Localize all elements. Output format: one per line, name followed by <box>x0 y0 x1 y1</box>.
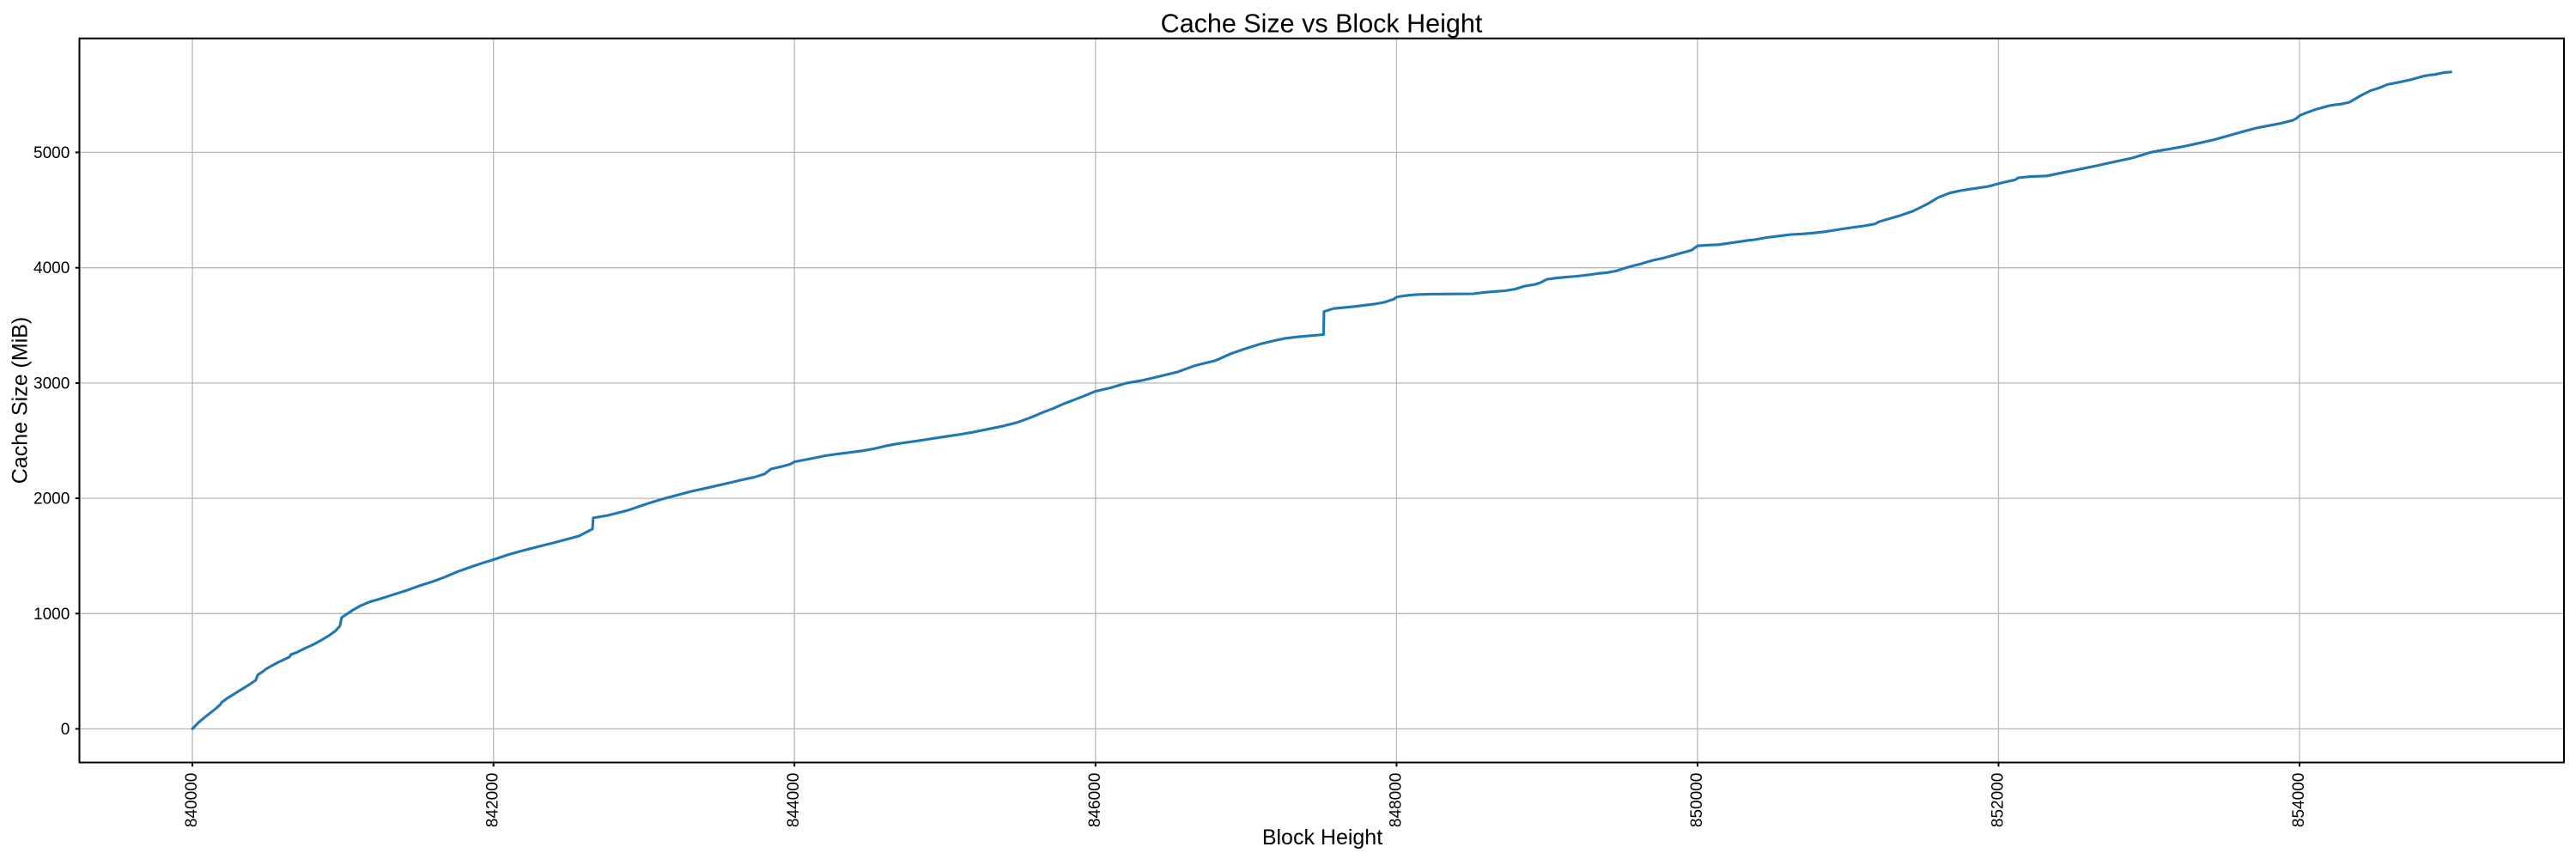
svg-text:Cache Size vs Block Height: Cache Size vs Block Height <box>1161 9 1483 39</box>
svg-text:0: 0 <box>61 721 70 739</box>
svg-text:844000: 844000 <box>785 773 803 827</box>
svg-text:5000: 5000 <box>33 144 70 162</box>
svg-text:842000: 842000 <box>484 773 502 827</box>
svg-text:850000: 850000 <box>1688 773 1706 827</box>
svg-text:852000: 852000 <box>1990 773 2008 827</box>
svg-text:848000: 848000 <box>1387 773 1405 827</box>
svg-text:Cache Size (MiB): Cache Size (MiB) <box>9 317 33 484</box>
svg-text:Block Height: Block Height <box>1262 825 1382 850</box>
svg-text:3000: 3000 <box>33 375 70 393</box>
svg-text:2000: 2000 <box>33 490 70 509</box>
svg-text:840000: 840000 <box>183 773 201 827</box>
svg-text:1000: 1000 <box>33 606 70 624</box>
svg-text:4000: 4000 <box>33 259 70 277</box>
svg-text:846000: 846000 <box>1086 773 1104 827</box>
svg-text:854000: 854000 <box>2290 773 2308 827</box>
